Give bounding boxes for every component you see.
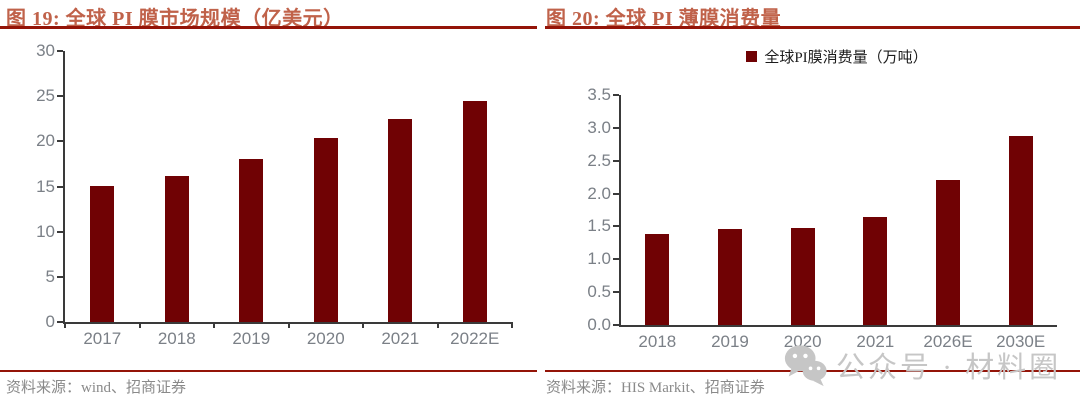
legend-swatch-icon	[746, 51, 758, 62]
figure-19-title: 图 19: 全球 PI 膜市场规模（亿美元）	[6, 8, 344, 30]
y-tick-label: 5	[45, 266, 55, 286]
y-tick-mark	[57, 95, 63, 98]
bar-2018	[645, 233, 670, 325]
x-tick-label: 2020	[306, 329, 345, 348]
figure-20-footer-rule	[545, 370, 1080, 372]
y-tick-label: 0	[45, 312, 55, 331]
y-tick-label: 2.5	[587, 150, 611, 170]
figure-19-plot: 0 5 10 15 20 25 30 2017 2018 2019 2020 2021 2022E	[36, 42, 513, 348]
x-tick-label: 2030E	[996, 332, 1046, 351]
y-tick-mark	[57, 230, 63, 233]
y-tick-label: 1.5	[587, 216, 611, 236]
x-tick-mark	[213, 322, 215, 328]
y-tick-mark	[57, 275, 63, 278]
bar-2021	[863, 217, 888, 325]
y-tick-label: 15	[36, 176, 55, 196]
x-tick-mark	[287, 322, 290, 328]
x-tick-label: 2020	[783, 332, 822, 351]
bar-2018	[164, 175, 189, 322]
y-tick-mark	[57, 140, 63, 143]
figure-19-title-rule	[0, 26, 537, 29]
x-tick-mark	[511, 322, 513, 328]
bar-2017	[90, 185, 115, 322]
x-tick-label: 2018	[157, 329, 196, 348]
y-tick-mark	[57, 185, 63, 188]
x-tick-label: 2021	[381, 329, 420, 348]
y-tick-mark	[613, 126, 619, 129]
bar-2019	[718, 229, 742, 325]
y-tick-mark	[613, 159, 619, 162]
y-tick-mark	[613, 291, 619, 294]
x-tick-mark	[436, 322, 439, 328]
y-tick-label: 3.5	[587, 85, 611, 104]
y-tick-label: 10	[36, 221, 55, 241]
legend-label: 全球PI膜消费量（万吨）	[764, 50, 928, 66]
figure-20-title-rule	[545, 26, 1080, 29]
x-tick-label: 2019	[232, 329, 271, 348]
bar-2026E	[936, 179, 960, 325]
bar-2020	[790, 227, 815, 325]
bar-2020	[313, 137, 338, 322]
y-tick-mark	[57, 321, 63, 323]
bar-2019	[239, 159, 264, 322]
y-tick-label: 0.0	[587, 315, 611, 334]
figure-19-panel: 图 19: 全球 PI 膜市场规模（亿美元） 0 5 10 15 20 25 30 2017 2…	[0, 8, 537, 396]
figure-19-footer-rule	[0, 370, 537, 372]
y-tick-mark	[613, 258, 619, 261]
bar-2030E	[1008, 136, 1033, 325]
y-tick-mark	[57, 50, 63, 52]
y-tick-label: 1.0	[587, 249, 611, 269]
y-tick-label: 0.5	[587, 282, 611, 302]
x-tick-label: 2017	[83, 329, 122, 348]
figure-20-panel: 图 20: 全球 PI 薄膜消费量 全球PI膜消费量（万吨） 0.0 0.5 1.0…	[540, 0, 1080, 408]
y-tick-mark	[613, 192, 619, 195]
figure-20-legend: 全球PI膜消费量（万吨）	[619, 46, 1055, 67]
figure-20-plot: 0.0 0.5 1.0 1.5 2.0 2.5 3.0 3.5 2018 2019 2020 2021…	[587, 86, 1057, 351]
x-tick-label: 2026E	[923, 332, 973, 351]
bar-2021	[388, 118, 413, 322]
y-tick-mark	[613, 225, 619, 228]
figure-20-source: 资料来源：HIS Markit、招商证券	[546, 380, 765, 396]
y-tick-mark	[613, 94, 619, 96]
x-tick-label: 2019	[711, 332, 749, 351]
y-tick-label: 30	[36, 41, 55, 60]
y-tick-mark	[613, 324, 619, 326]
x-tick-mark	[64, 322, 66, 328]
y-tick-label: 3.0	[587, 117, 611, 137]
figure-20-title: 图 20: 全球 PI 薄膜消费量	[546, 8, 782, 30]
figure-19-source: 资料来源：wind、招商证券	[6, 380, 187, 396]
y-tick-label: 20	[36, 131, 55, 151]
y-tick-label: 25	[36, 86, 55, 106]
x-tick-label: 2021	[856, 332, 895, 351]
y-tick-label: 2.0	[587, 183, 611, 203]
x-tick-label: 2022E	[450, 329, 500, 348]
x-tick-label: 2018	[638, 332, 677, 351]
x-tick-mark	[138, 322, 141, 328]
x-tick-mark	[362, 322, 364, 328]
bar-2022E	[462, 100, 487, 322]
